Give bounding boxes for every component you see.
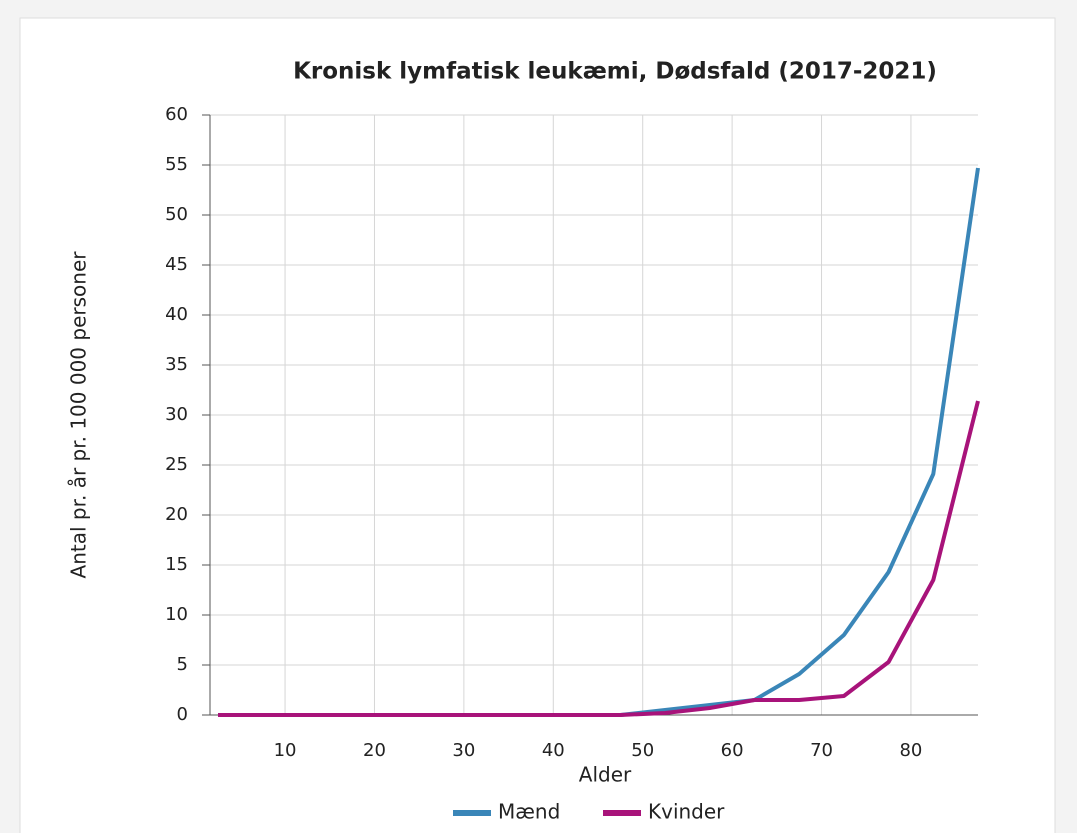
- y-tick-label: 5: [177, 654, 188, 675]
- y-axis-label: Antal pr. år pr. 100 000 personer: [67, 251, 91, 579]
- chart-title: Kronisk lymfatisk leukæmi, Dødsfald (201…: [293, 59, 937, 85]
- y-tick-label: 55: [165, 154, 188, 175]
- x-tick-label: 50: [631, 740, 654, 761]
- x-tick-label: 60: [721, 740, 744, 761]
- y-tick-label: 30: [165, 404, 188, 425]
- y-tick-label: 35: [165, 354, 188, 375]
- x-tick-label: 70: [810, 740, 833, 761]
- y-tick-label: 60: [165, 104, 188, 125]
- x-tick-label: 80: [899, 740, 922, 761]
- y-tick-label: 15: [165, 554, 188, 575]
- x-axis-label: Alder: [579, 763, 632, 787]
- legend-label: Kvinder: [648, 800, 725, 824]
- series-line: [218, 400, 980, 717]
- y-tick-label: 10: [165, 604, 188, 625]
- y-tick-label: 45: [165, 254, 188, 275]
- y-tick-label: 50: [165, 204, 188, 225]
- card: [19, 17, 1056, 833]
- x-tick-label: 20: [363, 740, 386, 761]
- x-tick-label: 30: [452, 740, 475, 761]
- x-tick-label: 40: [542, 740, 565, 761]
- y-tick-label: 20: [165, 504, 188, 525]
- x-tick-label: 10: [274, 740, 297, 761]
- y-tick-label: 25: [165, 454, 188, 475]
- y-tick-label: 0: [177, 704, 188, 725]
- y-tick-label: 40: [165, 304, 188, 325]
- legend-label: Mænd: [498, 800, 560, 824]
